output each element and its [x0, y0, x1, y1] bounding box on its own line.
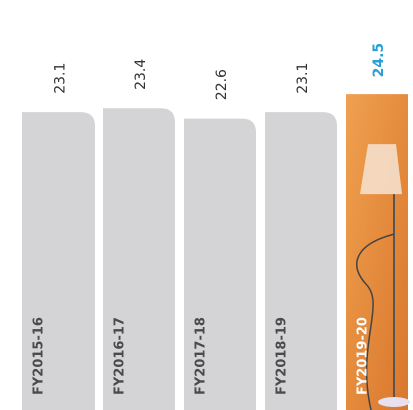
category-label: FY2016-17 — [113, 317, 128, 395]
value-label: 22.6 — [214, 69, 230, 100]
value-label: 24.5 — [371, 43, 387, 78]
value-label: 23.1 — [53, 63, 69, 94]
lamp-shade — [360, 144, 402, 195]
category-label: FY2017-18 — [194, 317, 209, 395]
bar — [22, 112, 95, 410]
value-label: 23.1 — [295, 63, 311, 94]
bar — [184, 118, 256, 410]
value-label: 23.4 — [133, 59, 149, 90]
category-label: FY2019-20 — [356, 317, 371, 395]
bar — [265, 112, 337, 410]
category-label: FY2015-16 — [32, 317, 47, 395]
lamp-base — [378, 397, 410, 407]
lamp-cord — [356, 233, 395, 410]
bar — [103, 108, 175, 410]
category-label: FY2018-19 — [275, 317, 290, 395]
